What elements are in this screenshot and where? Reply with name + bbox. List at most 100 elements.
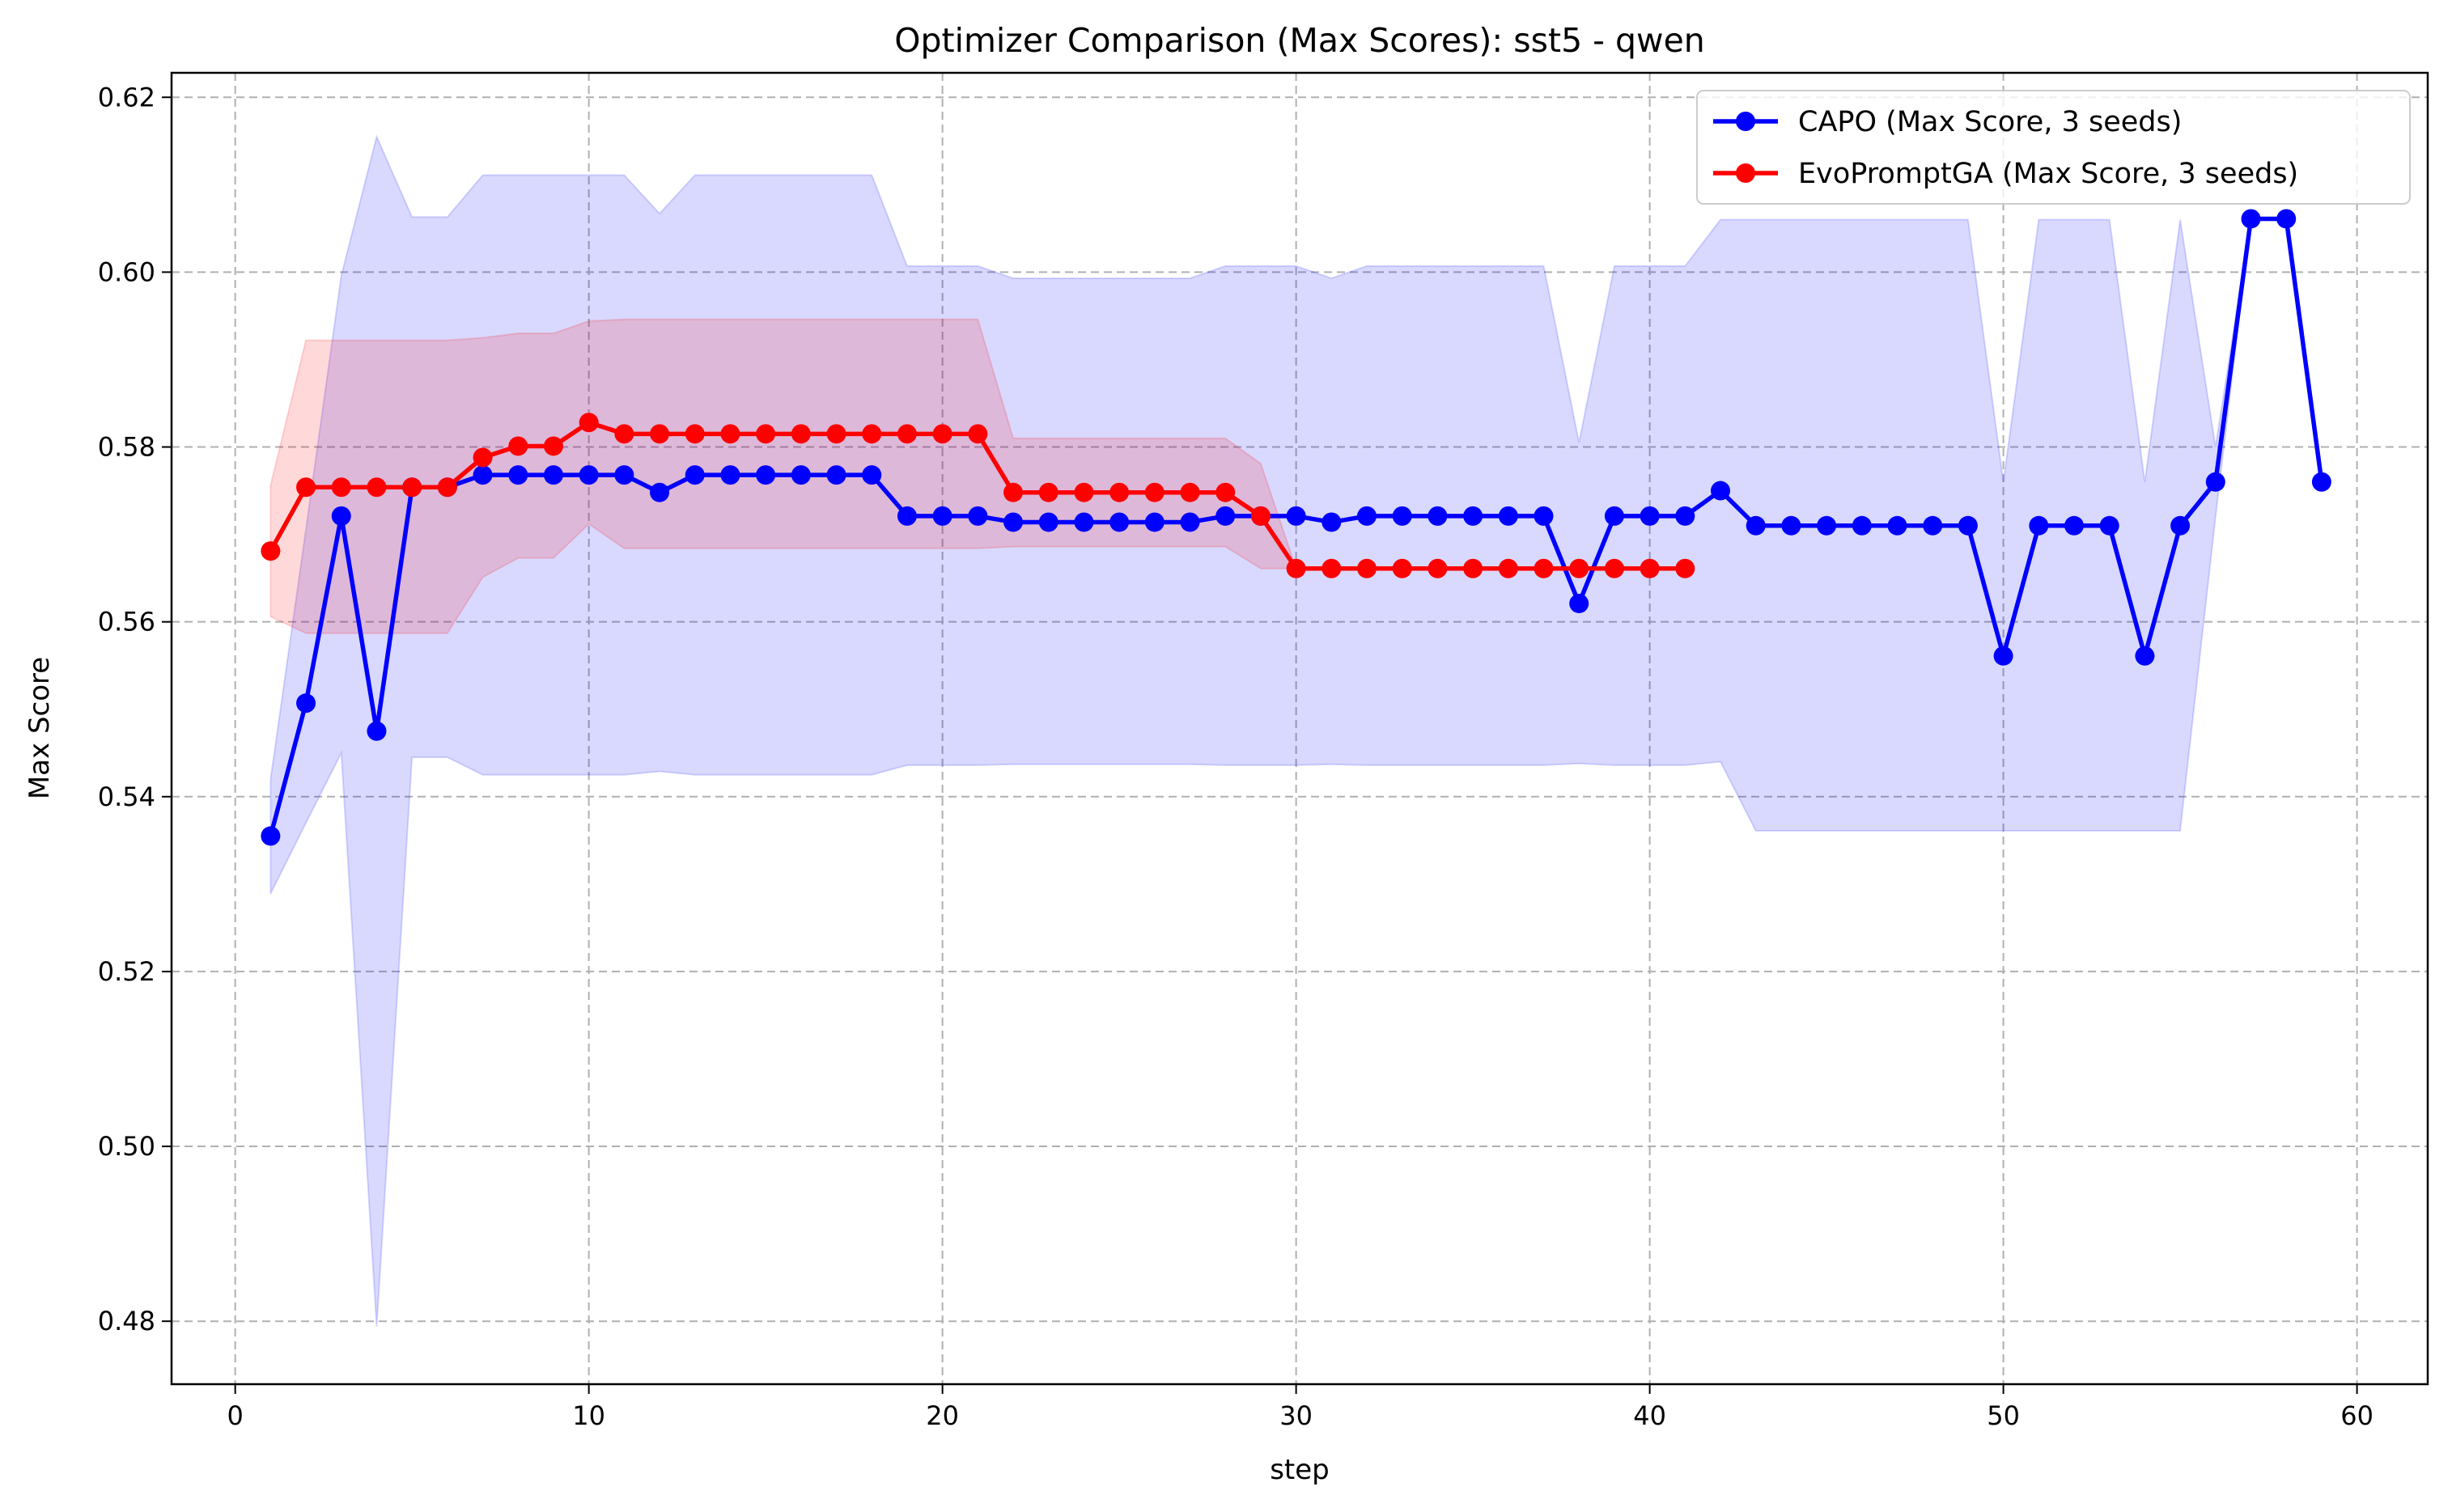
plot-frame: [170, 71, 2429, 1386]
series-0-point: [685, 465, 705, 485]
y-tick-label: 0.58: [98, 432, 155, 463]
series-1-point: [296, 477, 316, 498]
series-1-point: [862, 424, 882, 444]
series-0-point: [1498, 506, 1518, 526]
series-0-point: [1746, 515, 1766, 536]
series-1-point: [1180, 482, 1200, 502]
series-1-point: [543, 436, 563, 456]
series-0-point: [1038, 512, 1058, 532]
series-1-point: [1286, 558, 1306, 578]
series-1-point: [932, 424, 952, 444]
series-1-point: [1569, 558, 1589, 578]
series-0-point: [508, 465, 528, 485]
series-0-point: [614, 465, 634, 485]
series-1-point: [756, 424, 776, 444]
legend: CAPO (Max Score, 3 seeds) EvoPromptGA (Ma…: [1696, 90, 2411, 205]
series-0-point: [1993, 646, 2013, 666]
y-tick-label: 0.52: [98, 956, 155, 987]
series-0-point: [296, 693, 316, 714]
series-1-point: [897, 424, 917, 444]
series-1-point: [1003, 482, 1024, 502]
series-1-point: [261, 541, 281, 561]
series-1-point: [826, 424, 846, 444]
series-1-point: [968, 424, 988, 444]
series-0-point: [791, 465, 811, 485]
series-1-point: [473, 447, 493, 468]
series-markers: [261, 209, 2331, 846]
series-0-point: [2170, 515, 2191, 536]
series-0-point: [1817, 515, 1837, 536]
series-0-point: [2241, 209, 2261, 229]
series-1-point: [367, 477, 387, 498]
series-0-point: [1675, 506, 1695, 526]
series-1-point: [1038, 482, 1058, 502]
series-0-point: [1392, 506, 1412, 526]
series-0-point: [2311, 472, 2331, 492]
series-1-point: [1074, 482, 1094, 502]
legend-swatch-marker: [1736, 112, 1755, 131]
series-0-point: [1958, 515, 1978, 536]
series-0-point: [1074, 512, 1094, 532]
series-0-point: [543, 465, 563, 485]
series-0-point: [2099, 515, 2119, 536]
x-tick-label: 0: [227, 1400, 243, 1431]
series-1-point: [437, 477, 457, 498]
y-tick-label: 0.54: [98, 781, 155, 812]
series-1-point: [1675, 558, 1695, 578]
series-1-point: [331, 477, 351, 498]
legend-entry-1: EvoPromptGA (Max Score, 3 seeds): [1798, 158, 2298, 190]
y-axis-label: Max Score: [23, 657, 56, 799]
y-tick-label: 0.56: [98, 607, 155, 637]
x-axis-label: step: [1270, 1454, 1330, 1486]
x-tick-label: 60: [2340, 1400, 2374, 1431]
legend-entry-0: CAPO (Max Score, 3 seeds): [1798, 106, 2182, 138]
series-1-point: [614, 424, 634, 444]
series-1-point: [579, 413, 599, 433]
series-1-point: [650, 424, 670, 444]
series-1-point: [1144, 482, 1164, 502]
series-0-point: [1640, 506, 1660, 526]
series-1-point: [1640, 558, 1660, 578]
series-0-point: [1003, 512, 1024, 532]
series-0-point: [2064, 515, 2085, 536]
y-tick-label: 0.62: [98, 82, 155, 112]
series-0-point: [720, 465, 740, 485]
x-tick-label: 20: [926, 1400, 959, 1431]
series-0-point: [1109, 512, 1130, 532]
series-0-point: [1852, 515, 1872, 536]
series-0-point: [261, 826, 281, 846]
series-0-point: [1569, 593, 1589, 613]
series-0-point: [1711, 481, 1731, 501]
series-0-point: [1144, 512, 1164, 532]
series-1-point: [1357, 558, 1377, 578]
series-0-point: [1428, 506, 1448, 526]
series-1-point: [1215, 482, 1236, 502]
series-0-point: [1604, 506, 1624, 526]
series-0-point: [579, 465, 599, 485]
series-0-point: [1923, 515, 1943, 536]
series-0-point: [968, 506, 988, 526]
series-0-point: [1321, 512, 1342, 532]
series-0-point: [862, 465, 882, 485]
series-1-point: [1250, 506, 1271, 526]
gridlines: [172, 73, 2428, 1384]
x-tick-label: 10: [572, 1400, 605, 1431]
series-0-point: [897, 506, 917, 526]
series-0-point: [650, 482, 670, 502]
series-0-point: [2029, 515, 2049, 536]
series-0-point: [756, 465, 776, 485]
series-1-point: [1604, 558, 1624, 578]
y-tick-label: 0.50: [98, 1131, 155, 1162]
legend-swatch-marker: [1736, 163, 1755, 183]
series-1-point: [720, 424, 740, 444]
series-1-point: [1109, 482, 1130, 502]
series-1-point: [1534, 558, 1554, 578]
series-1-point: [791, 424, 811, 444]
series-0-point: [1781, 515, 1801, 536]
series-0-point: [1215, 506, 1236, 526]
series-0-point: [1463, 506, 1483, 526]
x-tick-label: 40: [1633, 1400, 1666, 1431]
series-1-point: [1498, 558, 1518, 578]
